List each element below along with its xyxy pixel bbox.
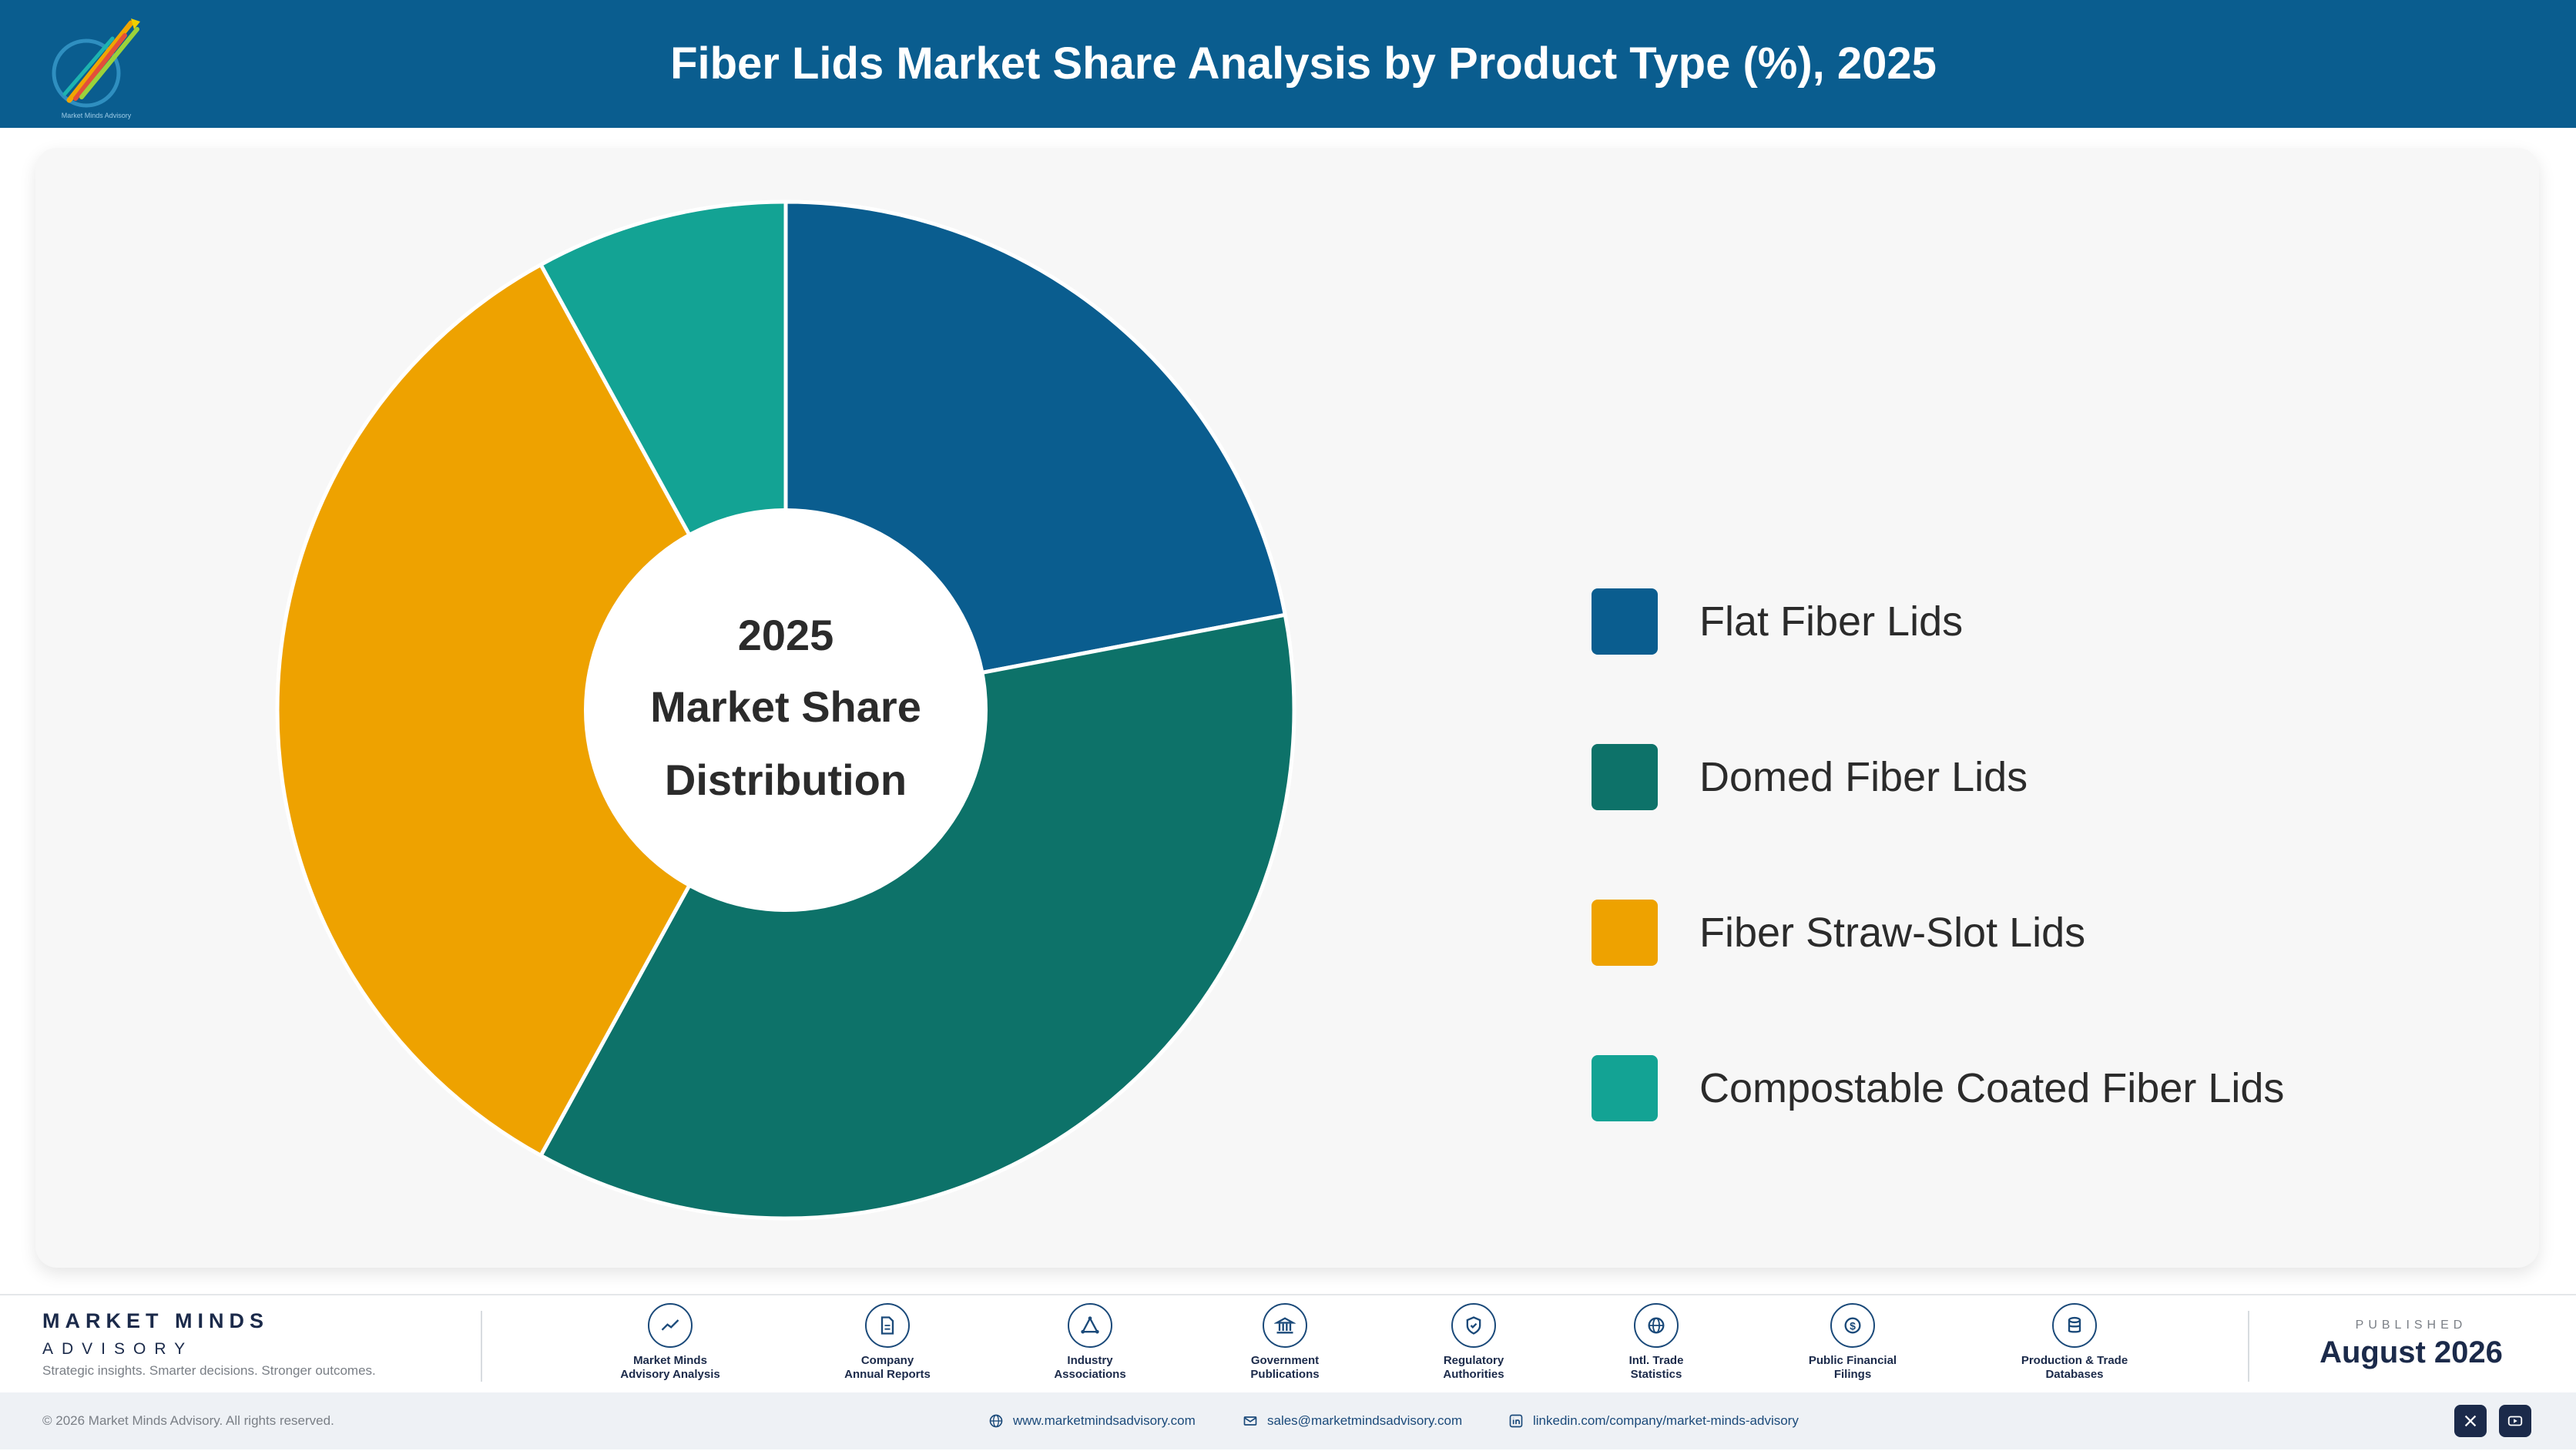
bottom-bar: © 2026 Market Minds Advisory. All rights… [0,1392,2576,1449]
legend-label: Domed Fiber Lids [1699,754,2028,800]
legend-swatch [1592,1055,1658,1121]
pie-slice-domed-fiber-lids [538,612,1296,1221]
published-label: PUBLISHED [2355,1319,2467,1332]
database-icon [2052,1303,2097,1348]
linkedin-icon [1509,1414,1523,1428]
legend-label: Compostable Coated Fiber Lids [1699,1065,2285,1111]
company-logo: Market Minds Advisory [52,18,140,119]
center-label-line-1: 2025 [738,611,834,659]
source-label: Production & Trade Databases [2021,1354,2128,1381]
source-item: Company Annual Reports [810,1303,964,1382]
source-item: Intl. Trade Statistics [1579,1303,1733,1382]
center-label-line-2: Market Share [650,682,921,731]
legend-swatch [1592,744,1658,810]
source-item: Industry Associations [1013,1303,1167,1382]
brand-tagline: Strategic insights. Smarter decisions. S… [42,1363,376,1378]
center-label-line-3: Distribution [665,756,907,804]
website-link[interactable]: www.marketmindsadvisory.com [988,1392,1196,1449]
network-icon [1068,1303,1112,1348]
linkedin-link[interactable]: linkedin.com/company/market-minds-adviso… [1508,1392,1799,1449]
source-label: Regulatory Authorities [1443,1354,1504,1381]
linkedin-text: linkedin.com/company/market-minds-adviso… [1533,1413,1799,1428]
youtube-social-icon[interactable] [2499,1405,2531,1437]
source-label: Company Annual Reports [844,1354,931,1381]
source-label: Intl. Trade Statistics [1628,1354,1684,1381]
legend-swatch [1592,588,1658,655]
source-label: Industry Associations [1054,1354,1126,1381]
center-hole [584,508,988,912]
x-social-icon[interactable] [2454,1405,2487,1437]
shield-icon [1451,1303,1496,1348]
source-item: Production & Trade Databases [1997,1303,2152,1382]
page-title: Fiber Lids Market Share Analysis by Prod… [670,39,1937,89]
published-date: August 2026 [2319,1335,2503,1369]
divider [481,1311,482,1382]
source-item: Government Publications [1208,1303,1362,1382]
brand-subtitle: ADVISORY [42,1340,194,1358]
chart-card: 2025 Market Share Distribution Flat Fibe… [35,148,2539,1268]
source-list: Market Minds Advisory Analysis Company A… [585,1303,2172,1396]
brand-name: MARKET MINDS [42,1309,269,1332]
document-icon [865,1303,910,1348]
government-building-icon [1263,1303,1307,1348]
source-item: Regulatory Authorities [1397,1303,1551,1382]
divider [2248,1311,2249,1382]
globe-icon [989,1414,1003,1428]
source-item: Market Minds Advisory Analysis [593,1303,747,1382]
legend-swatch [1592,900,1658,966]
svg-text:Market Minds Advisory: Market Minds Advisory [62,112,132,119]
source-label: Market Minds Advisory Analysis [620,1354,720,1381]
header-bar: Market Minds Advisory Fiber Lids Market … [0,0,2576,128]
source-label: Government Publications [1250,1354,1320,1381]
legend-label: Fiber Straw-Slot Lids [1699,910,2086,956]
legend-label: Flat Fiber Lids [1699,598,1964,645]
trend-chart-icon [648,1303,693,1348]
source-item: $ Public Financial Filings [1776,1303,1930,1382]
source-label: Public Financial Filings [1808,1354,1897,1381]
currency-icon: $ [1830,1303,1875,1348]
globe-icon [1634,1303,1679,1348]
copyright: © 2026 Market Minds Advisory. All rights… [42,1413,334,1428]
svg-text:$: $ [1850,1319,1856,1332]
pie-chart: 2025 Market Share Distribution [275,199,1296,1221]
email-text: sales@marketmindsadvisory.com [1267,1413,1463,1428]
website-text: www.marketmindsadvisory.com [1013,1413,1196,1428]
email-link[interactable]: sales@marketmindsadvisory.com [1243,1392,1462,1449]
pie-slice-fiber-straw-slot-lids [275,263,788,1158]
mail-icon [1243,1416,1257,1426]
